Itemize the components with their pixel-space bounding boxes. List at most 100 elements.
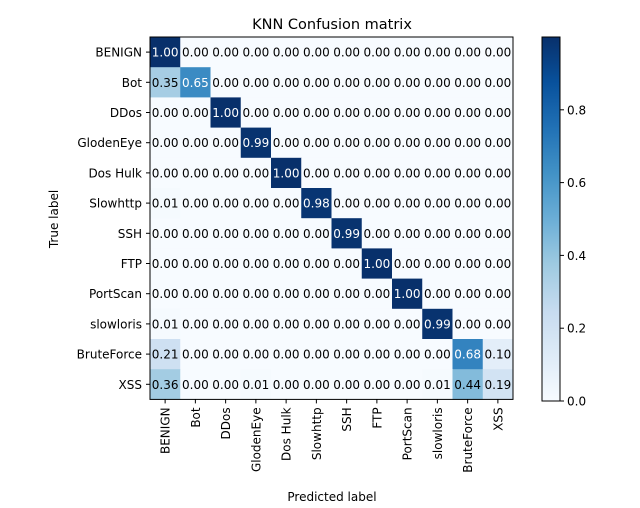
cell-value-label: 0.00	[182, 197, 209, 211]
cell-value-label: 0.00	[424, 166, 451, 180]
heatmap-cell	[271, 339, 302, 370]
cell-value-label: 0.00	[424, 348, 451, 362]
heatmap-cell	[361, 218, 393, 249]
colorbar-tick-label: 0.8	[567, 103, 586, 117]
heatmap-cell	[150, 127, 181, 159]
cell-value-label: 0.00	[454, 257, 481, 271]
cell-value-label: 0.00	[182, 136, 209, 150]
cell-value-label: 0.00	[152, 257, 179, 271]
heatmap-cell	[331, 248, 363, 279]
x-tick-label: DDos	[219, 407, 233, 439]
heatmap-cell	[392, 188, 423, 219]
heatmap-cell	[422, 67, 453, 98]
cell-value-label: 0.00	[273, 378, 300, 392]
heatmap-cell	[150, 278, 181, 310]
cell-value-label: 0.01	[152, 197, 179, 211]
heatmap-cell	[180, 218, 211, 249]
cell-value-label: 0.00	[243, 227, 270, 241]
cell-value-label: 0.99	[424, 317, 451, 331]
cell-value-label: 0.00	[454, 46, 481, 60]
heatmap-cell	[180, 157, 211, 189]
heatmap-cell	[452, 218, 484, 249]
heatmap-cell	[392, 308, 423, 340]
cell-value-label: 0.00	[212, 317, 239, 331]
heatmap-cell	[210, 369, 242, 400]
cell-value-label: 0.98	[303, 197, 330, 211]
cell-value-label: 0.00	[182, 227, 209, 241]
heatmap-cell	[422, 278, 453, 310]
heatmap-cell	[361, 248, 393, 279]
heatmap-cell	[361, 97, 393, 128]
cell-value-label: 0.00	[424, 197, 451, 211]
x-tick-label: BENIGN	[159, 407, 173, 454]
heatmap-cell	[210, 127, 242, 159]
cell-value-label: 0.00	[333, 287, 360, 301]
heatmap-cell	[301, 97, 332, 128]
cell-value-label: 0.00	[212, 76, 239, 90]
cell-value-label: 0.00	[424, 287, 451, 301]
x-tick-label: GlodenEye	[249, 407, 263, 472]
heatmap-cell	[180, 369, 211, 400]
cell-value-label: 0.00	[273, 197, 300, 211]
heatmap-cell	[301, 157, 332, 189]
cell-value-label: 0.00	[303, 287, 330, 301]
cell-value-label: 0.00	[394, 317, 421, 331]
cell-value-label: 1.00	[273, 166, 300, 180]
heatmap-cell	[452, 67, 484, 98]
cell-value-label: 0.00	[243, 287, 270, 301]
heatmap-cell	[150, 339, 181, 370]
cell-value-label: 0.00	[364, 136, 391, 150]
heatmap-cell	[150, 308, 181, 340]
heatmap-cell	[331, 37, 363, 68]
cell-value-label: 1.00	[394, 287, 421, 301]
heatmap-cell	[210, 37, 242, 68]
cell-value-label: 0.00	[273, 227, 300, 241]
cell-value-label: 0.00	[243, 76, 270, 90]
y-tick-label: PortScan	[89, 287, 142, 301]
colorbar	[542, 37, 560, 401]
cell-value-label: 0.00	[243, 257, 270, 271]
cell-value-label: 0.00	[152, 287, 179, 301]
heatmap-cell	[422, 97, 453, 128]
y-tick-label: BENIGN	[95, 46, 142, 60]
heatmap-cell	[271, 97, 302, 128]
cell-value-label: 1.00	[212, 106, 239, 120]
heatmap-cell	[240, 67, 272, 98]
cell-value-label: 0.00	[303, 257, 330, 271]
cell-value-label: 0.00	[152, 227, 179, 241]
y-tick-label: BruteForce	[77, 348, 142, 362]
heatmap-cell	[331, 97, 363, 128]
cell-value-label: 0.00	[273, 317, 300, 331]
heatmap-cell	[482, 188, 514, 219]
heatmap-cell	[482, 278, 514, 310]
y-tick-label: DDos	[110, 106, 142, 120]
cell-value-label: 0.00	[364, 166, 391, 180]
cell-value-label: 0.00	[212, 46, 239, 60]
cell-value-label: 0.00	[364, 106, 391, 120]
cell-value-label: 0.00	[364, 227, 391, 241]
heatmap-cell	[361, 188, 393, 219]
x-tick-label: Bot	[189, 407, 203, 428]
x-tick-label: FTP	[370, 407, 384, 428]
cell-value-label: 0.00	[485, 317, 512, 331]
heatmap-cell	[422, 37, 453, 68]
cell-value-label: 0.00	[243, 317, 270, 331]
cell-value-label: 0.00	[303, 348, 330, 362]
cell-value-label: 0.00	[303, 106, 330, 120]
cell-value-label: 0.00	[454, 106, 481, 120]
cell-value-label: 0.00	[273, 46, 300, 60]
heatmap-cell	[452, 127, 484, 159]
heatmap-cell	[452, 339, 484, 370]
heatmap-cell	[150, 97, 181, 128]
x-tick-label: Dos Hulk	[280, 407, 294, 461]
heatmap-cell	[331, 188, 363, 219]
cell-value-label: 0.00	[152, 166, 179, 180]
heatmap-cell	[331, 218, 363, 249]
cell-value-label: 0.00	[394, 46, 421, 60]
cell-value-label: 0.00	[303, 166, 330, 180]
heatmap-cell	[240, 339, 272, 370]
heatmap-cell	[240, 248, 272, 279]
cell-value-label: 0.00	[273, 76, 300, 90]
heatmap-cell	[301, 37, 332, 68]
cell-value-label: 0.00	[424, 106, 451, 120]
